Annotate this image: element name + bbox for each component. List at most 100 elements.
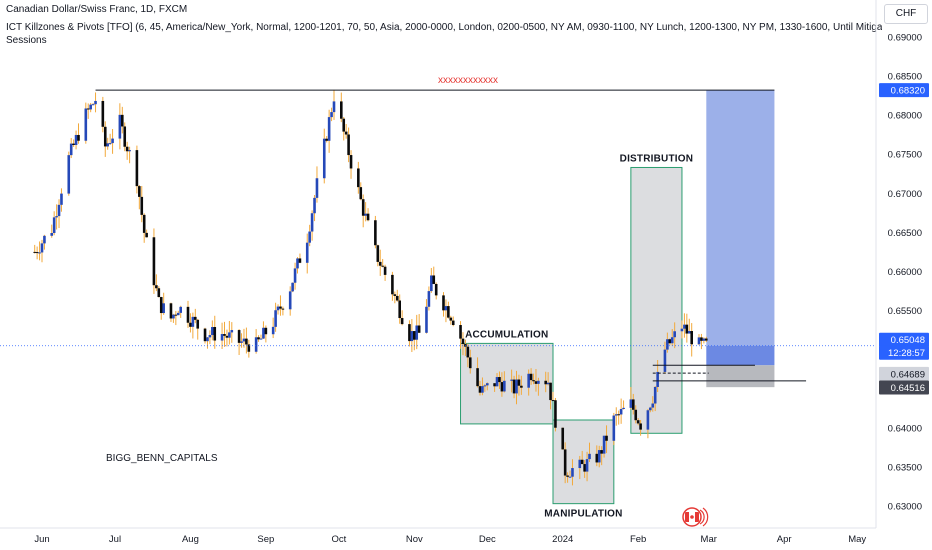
currency-button[interactable]: CHF [884, 4, 928, 24]
y-tick-label: 0.63500 [888, 462, 922, 473]
candle-bull [673, 331, 676, 338]
candle-bull [254, 337, 258, 352]
candle-bull [206, 337, 209, 342]
candle-bull [486, 383, 489, 386]
candle-bull [305, 242, 309, 263]
candle-bear [159, 297, 163, 314]
y-tick-label: 0.68500 [888, 72, 922, 83]
candle-bull [310, 213, 314, 232]
candle-bull [208, 335, 212, 338]
candle-bear [325, 138, 328, 141]
candle-bull [315, 178, 319, 198]
candle-bear [413, 331, 416, 340]
candle-bull [242, 338, 246, 342]
candle-bull [649, 407, 652, 411]
candle-bear [520, 385, 523, 388]
candle-bear [632, 399, 635, 410]
x-tick-label: May [848, 534, 866, 545]
candle-bear [376, 245, 380, 262]
candle-bull [43, 235, 46, 244]
x-tick-label: Aug [182, 534, 199, 545]
y-tick-label: 0.67000 [888, 189, 922, 200]
candle-bear [347, 134, 350, 156]
candle-bear [72, 143, 75, 145]
watermark-text: BIGG_BENN_CAPITALS [106, 453, 218, 464]
candles [33, 89, 708, 486]
candle-bull [330, 112, 333, 118]
candle-bear [563, 449, 567, 476]
candle-bear [529, 373, 533, 381]
candle-bear [705, 338, 708, 341]
candle-bull [274, 310, 277, 327]
candle-bull [619, 408, 623, 415]
candle-bear [247, 344, 251, 352]
indicator-legend-continued: Sessions [6, 35, 47, 46]
x-tick-label: Sep [257, 534, 274, 545]
candle-bull [653, 386, 657, 404]
candle-bear [223, 334, 226, 336]
candle-bull [91, 104, 95, 106]
candle-bear [213, 327, 217, 341]
y-tick-label: 0.65500 [888, 306, 922, 317]
candle-bear [125, 146, 129, 152]
candle-bear [400, 318, 404, 325]
candle-bull [162, 303, 165, 314]
canada-flag-icon[interactable] [682, 507, 709, 527]
candle-bear [685, 324, 689, 334]
candle-bull [702, 338, 706, 341]
candle-bull [230, 330, 234, 333]
candle-bull [597, 450, 601, 463]
zone-label-manipulation: MANIPULATION [544, 509, 622, 520]
candle-bull [614, 414, 618, 416]
candle-bull [191, 316, 195, 327]
candle-bear [169, 303, 173, 319]
candle-bear [500, 382, 504, 392]
price-label-dark: 0.64516 [879, 380, 929, 395]
candle-bull [172, 314, 175, 319]
candle-bull [629, 399, 633, 408]
candle-bull [656, 371, 659, 387]
candle-bear [391, 274, 394, 295]
candle-bull [415, 325, 419, 340]
candle-bull [94, 100, 97, 105]
candle-bear [366, 213, 370, 221]
candle-bear [468, 357, 472, 369]
candle-bear [493, 383, 496, 387]
candle-bull [332, 101, 336, 113]
candle-bull [240, 341, 243, 343]
candle-bear [357, 168, 360, 188]
candle-bull [622, 407, 625, 409]
price-label-blue-current: 0.65048 [879, 332, 929, 347]
candle-bear [33, 251, 36, 253]
candle-bear [103, 126, 107, 147]
candle-bear [123, 126, 127, 147]
candle-bear [580, 459, 584, 465]
candle-bear [498, 377, 501, 383]
candle-bull [646, 410, 650, 430]
candle-bull [60, 193, 63, 205]
price-label-box [879, 380, 929, 395]
candle-bear [442, 295, 445, 311]
candle-bull [50, 233, 54, 236]
candle-bear [517, 379, 521, 386]
resistance-marker: xxxxxxxxxxxx [438, 75, 498, 86]
price-label-countdown: 12:28:57 [879, 345, 929, 360]
x-tick-label: Dec [479, 534, 496, 545]
candle-bull [364, 213, 367, 216]
candle-bear [344, 131, 348, 135]
candle-bull [483, 385, 487, 387]
y-tick-label: 0.66500 [888, 228, 922, 239]
indicator-legend[interactable]: ICT Killzones & Pivots [TFO] (6, 45, Ame… [6, 22, 882, 33]
price-label-text: 0.64516 [891, 383, 925, 394]
candle-bull [74, 134, 78, 145]
candle-bull [663, 349, 667, 372]
x-tick-label: Jun [34, 534, 49, 545]
y-axis-ticks: 0.69000 0.68500 0.68000 0.67500 0.67000 0.665… [888, 32, 922, 512]
y-tick-label: 0.67500 [888, 150, 922, 161]
candle-bear [551, 400, 555, 402]
candle-bear [378, 261, 382, 266]
candle-bull [118, 114, 122, 139]
candle-bull [602, 435, 606, 454]
candle-bull [578, 459, 582, 469]
